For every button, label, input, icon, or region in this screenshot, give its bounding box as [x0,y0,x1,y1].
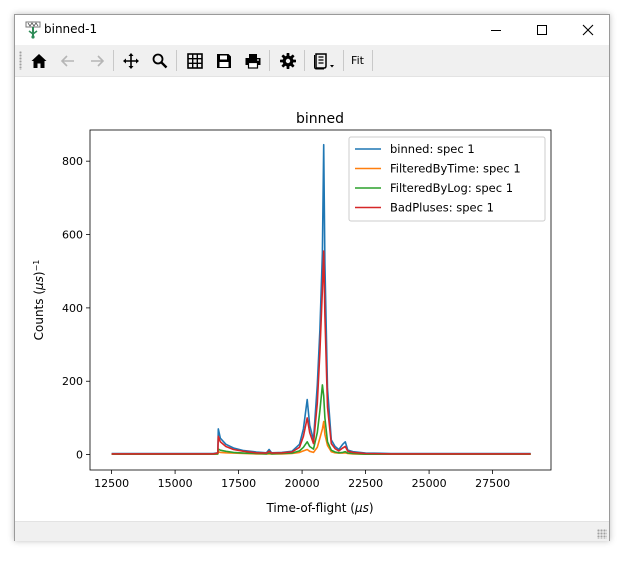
legend-entry: BadPluses: spec 1 [390,201,494,215]
x-tick-label: 22500 [348,477,383,490]
report-dropdown-button[interactable] [311,48,341,73]
minimize-button[interactable] [473,15,519,44]
y-tick-label: 600 [62,229,83,242]
settings-button[interactable] [275,48,300,73]
chart-title: binned [296,111,344,127]
toolbar-separator [372,50,373,71]
forward-arrow-icon [90,54,104,67]
status-bar [15,521,609,541]
size-grip[interactable] [597,529,607,539]
home-button[interactable] [26,48,51,73]
plot-area[interactable] [111,143,531,456]
plot-canvas[interactable]: binned 12500 15000 17500 20000 22500 25000 275… [15,77,609,521]
legend: binned: spec 1 FilteredByTime: spec 1 Filt… [348,136,546,222]
toolbar-separator [269,50,270,71]
x-tick-label: 12500 [94,477,129,490]
legend-entry: FilteredByLog: spec 1 [390,181,513,195]
save-button[interactable] [211,48,236,73]
window-title: binned-1 [44,22,98,36]
zoom-icon [152,53,167,68]
fit-button[interactable]: Fit [345,48,370,73]
back-button[interactable] [55,48,80,73]
legend-entry: FilteredByTime: spec 1 [390,162,521,176]
x-axis-label: Time-of-flight (μs) [265,501,373,515]
y-tick-label: 0 [76,449,83,462]
pan-icon [122,52,139,69]
y-tick-label: 400 [62,302,83,315]
toolbar-grip[interactable] [19,51,22,70]
report-dropdown-icon [314,52,334,69]
toolbar: Fit [15,45,609,77]
x-axis: 12500 15000 17500 20000 22500 25000 27500 [94,470,510,490]
y-axis-label: Counts (μs)−1 [32,260,47,341]
toolbar-separator [304,50,305,71]
title-bar[interactable]: binned-1 [15,15,609,44]
x-tick-label: 17500 [221,477,256,490]
home-icon [31,53,46,68]
toolbar-separator [176,50,177,71]
gear-icon [279,52,296,69]
x-tick-label: 25000 [412,477,447,490]
forward-button[interactable] [84,48,109,73]
app-logo-icon [25,21,41,39]
print-icon [245,53,260,69]
x-tick-label: 27500 [475,477,510,490]
zoom-button[interactable] [147,48,172,73]
legend-box [348,136,546,222]
back-arrow-icon [60,54,74,67]
x-tick-label: 20000 [285,477,320,490]
axes-frame [89,129,552,471]
close-icon [582,24,594,35]
grid-icon [186,52,203,69]
chart[interactable]: binned 12500 15000 17500 20000 22500 25000 275… [15,77,609,521]
y-axis: 0 200 400 600 800 [62,155,90,462]
toolbar-separator [343,50,344,71]
save-icon [216,53,231,68]
y-tick-label: 200 [62,375,83,388]
print-button[interactable] [240,48,265,73]
pan-button[interactable] [118,48,143,73]
y-tick-label: 800 [62,155,83,168]
legend-entry: binned: spec 1 [390,142,475,156]
toolbar-separator [113,50,114,71]
maximize-button[interactable] [519,15,565,44]
plot-window: binned-1 [14,14,610,541]
series-line [111,384,531,456]
close-button[interactable] [565,15,611,44]
series-line [111,420,531,456]
maximize-icon [537,24,547,35]
series-line [111,143,531,455]
fit-button-label: Fit [351,54,364,67]
minimize-icon [491,29,501,31]
grid-button[interactable] [182,48,207,73]
series-line [111,250,531,455]
x-tick-label: 15000 [158,477,193,490]
